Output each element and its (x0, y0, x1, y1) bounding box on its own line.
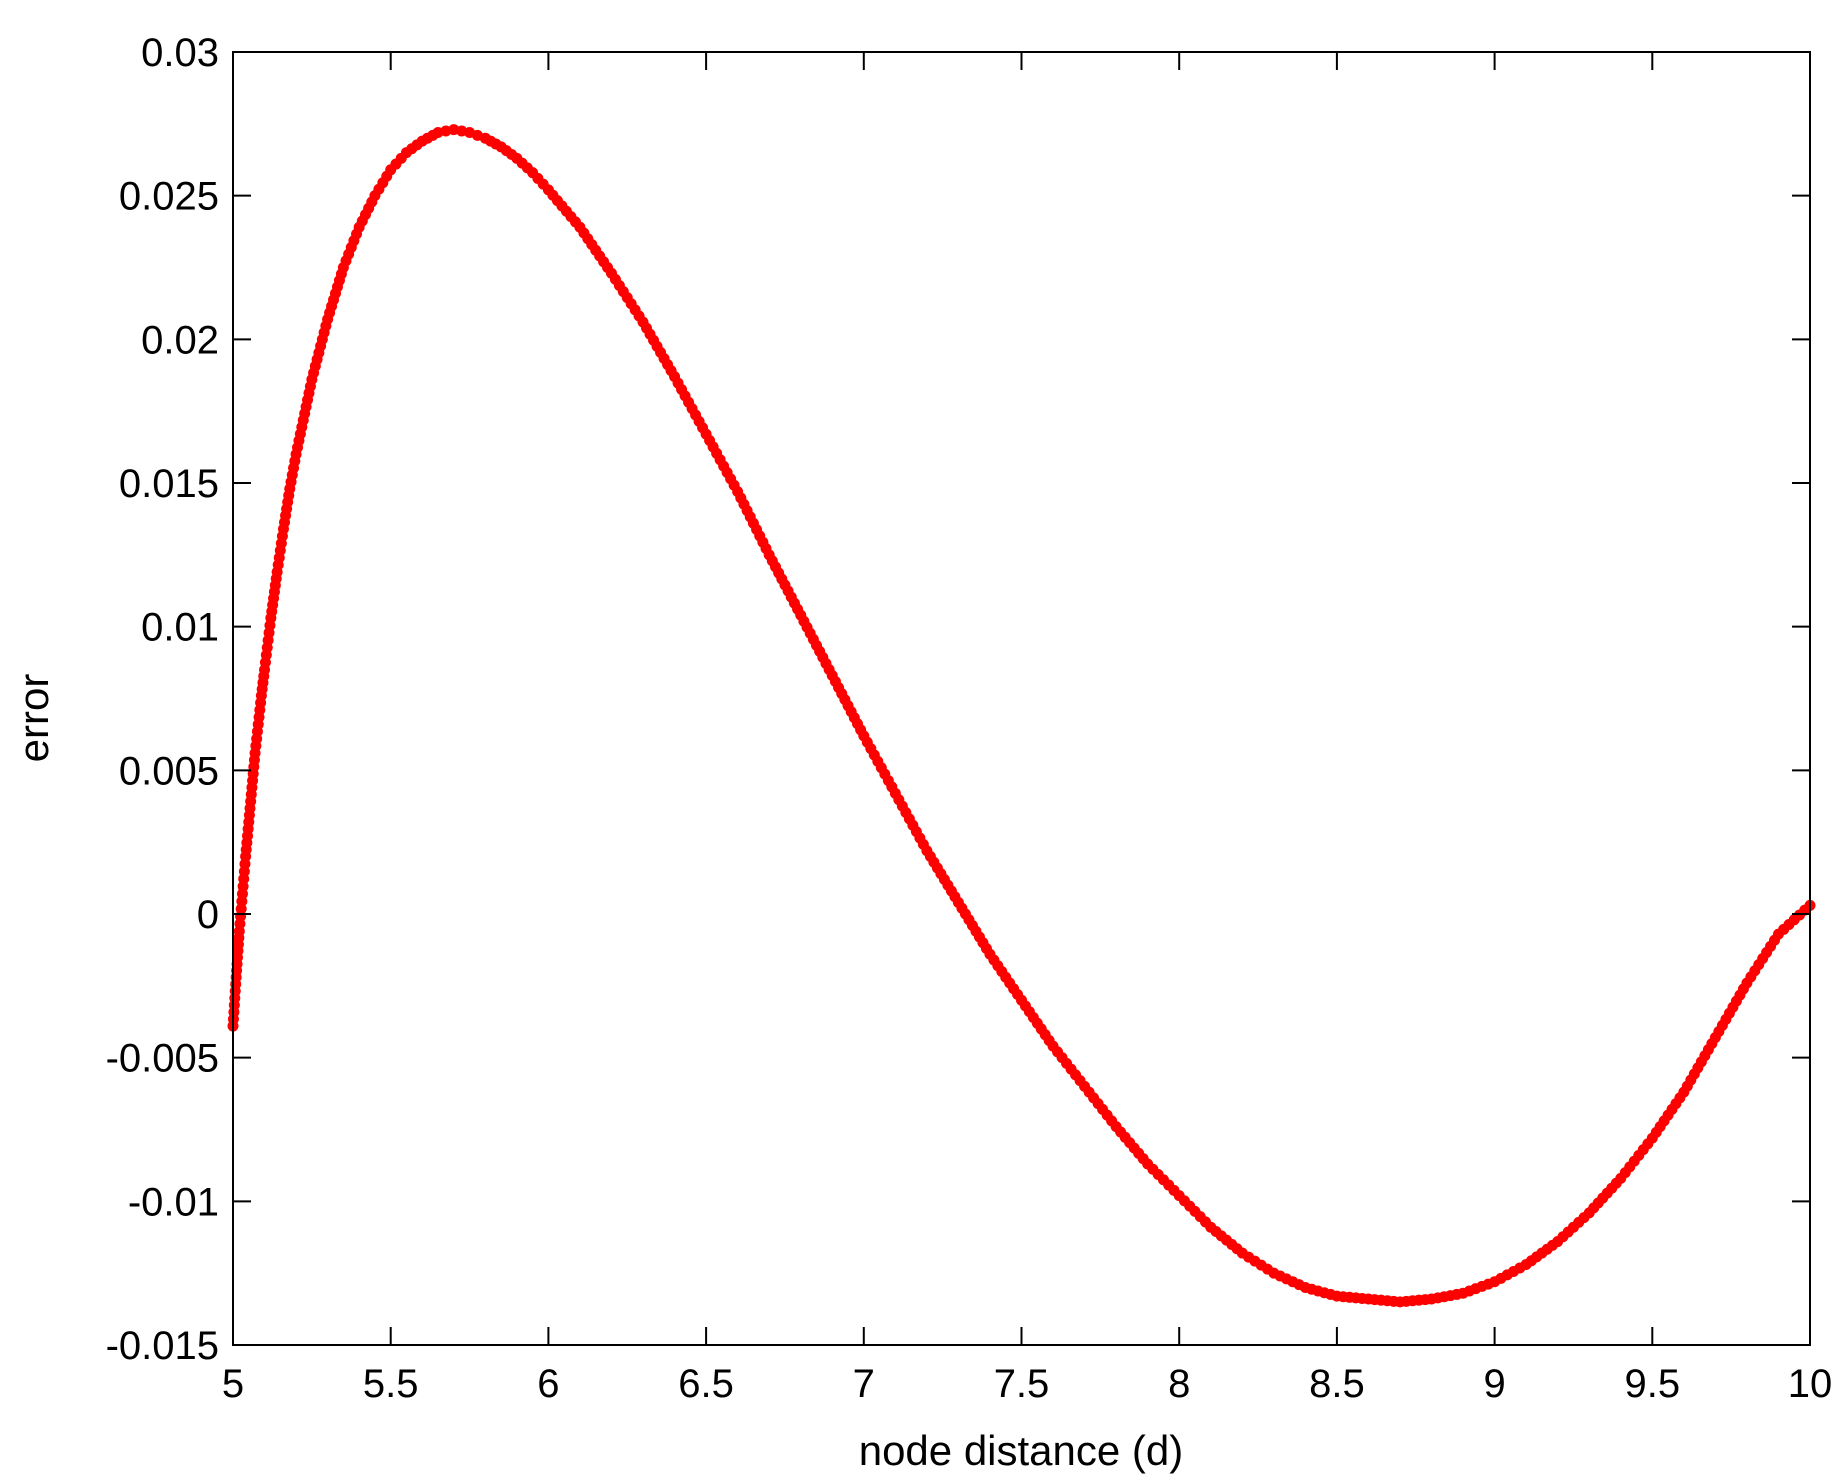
y-tick-label: -0.015 (106, 1324, 219, 1368)
x-tick-label: 7 (853, 1362, 875, 1406)
x-tick-label: 10 (1788, 1362, 1833, 1406)
y-tick-label: -0.01 (128, 1180, 219, 1224)
x-tick-label: 8 (1168, 1362, 1190, 1406)
y-tick-label: 0.02 (141, 318, 219, 362)
x-tick-label: 6 (537, 1362, 559, 1406)
x-tick-label: 7.5 (994, 1362, 1050, 1406)
x-axis-label: node distance (d) (859, 1427, 1184, 1474)
y-tick-label: -0.005 (106, 1037, 219, 1081)
axes-frame (232, 51, 1811, 1346)
x-tick-label: 5 (222, 1362, 244, 1406)
x-tick-label: 5.5 (363, 1362, 419, 1406)
data-points (227, 124, 1816, 1308)
x-tick-label: 8.5 (1309, 1362, 1365, 1406)
x-tick-label: 9 (1483, 1362, 1505, 1406)
y-axis-label: error (10, 674, 57, 763)
y-tick-label: 0.025 (119, 175, 219, 219)
y-tick-label: 0.01 (141, 606, 219, 650)
x-tick-label: 6.5 (678, 1362, 734, 1406)
y-tick-label: 0.03 (141, 31, 219, 75)
x-tick-label: 9.5 (1624, 1362, 1680, 1406)
y-tick-label: 0 (197, 893, 219, 937)
y-tick-label: 0.005 (119, 749, 219, 793)
axis-ticks: 5 5.5 6 6.5 7 7.5 8 8.5 9 9.5 10 -0.015 -0.01 -0.005 0… (106, 31, 1833, 1406)
y-tick-label: 0.015 (119, 462, 219, 506)
